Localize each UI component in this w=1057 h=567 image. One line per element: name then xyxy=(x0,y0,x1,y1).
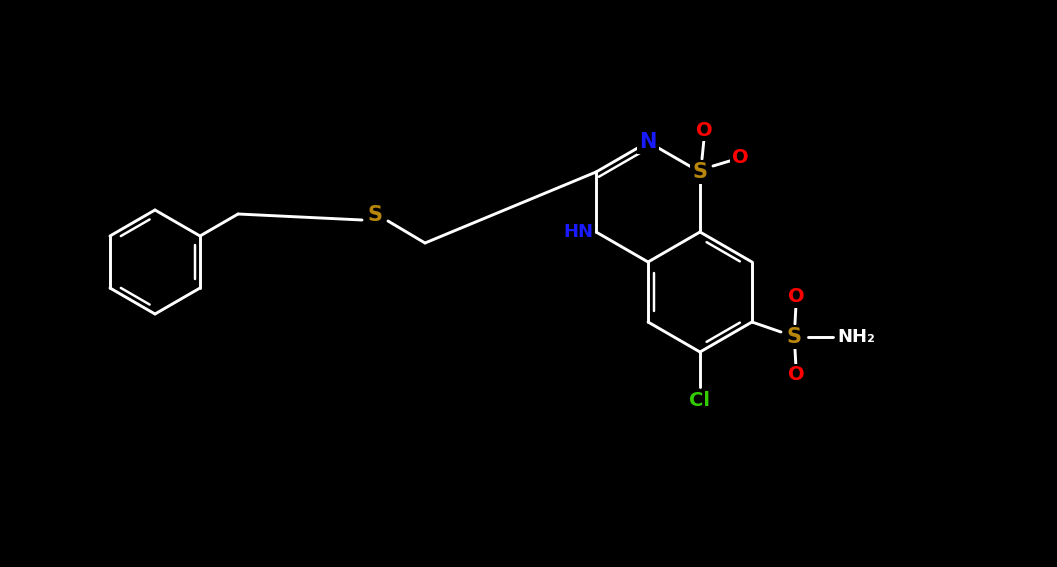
Text: O: O xyxy=(731,147,748,167)
Text: S: S xyxy=(368,205,383,225)
Text: O: O xyxy=(696,121,712,139)
Text: S: S xyxy=(692,162,707,182)
Text: NH₂: NH₂ xyxy=(837,328,875,346)
Text: O: O xyxy=(787,287,804,307)
Text: S: S xyxy=(786,327,801,347)
Text: Cl: Cl xyxy=(689,391,710,409)
Text: N: N xyxy=(639,132,656,152)
Text: HN: HN xyxy=(563,223,593,241)
Text: O: O xyxy=(787,366,804,384)
